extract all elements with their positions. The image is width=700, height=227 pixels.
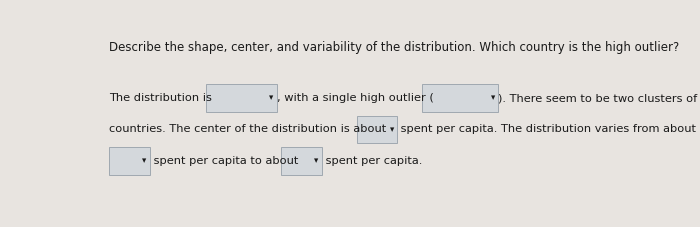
Text: ▾: ▾ xyxy=(142,156,146,165)
Text: spent per capita. The distribution varies from about: spent per capita. The distribution varie… xyxy=(398,124,696,134)
Bar xyxy=(109,147,150,175)
Text: ▾: ▾ xyxy=(491,94,495,103)
Bar xyxy=(357,116,398,143)
Text: Describe the shape, center, and variability of the distribution. Which country i: Describe the shape, center, and variabil… xyxy=(109,41,680,54)
Bar xyxy=(281,147,321,175)
Text: countries. The center of the distribution is about: countries. The center of the distributio… xyxy=(109,124,390,134)
Text: ▾: ▾ xyxy=(270,94,274,103)
Text: ). There seem to be two clusters of: ). There seem to be two clusters of xyxy=(498,93,698,103)
Text: ▾: ▾ xyxy=(314,156,318,165)
Text: spent per capita.: spent per capita. xyxy=(321,156,422,166)
Text: , with a single high outlier (: , with a single high outlier ( xyxy=(276,93,434,103)
Bar xyxy=(206,84,276,112)
Text: The distribution is: The distribution is xyxy=(109,93,216,103)
Text: ▾: ▾ xyxy=(390,125,394,134)
Bar xyxy=(423,84,498,112)
Text: spent per capita to about: spent per capita to about xyxy=(150,156,302,166)
